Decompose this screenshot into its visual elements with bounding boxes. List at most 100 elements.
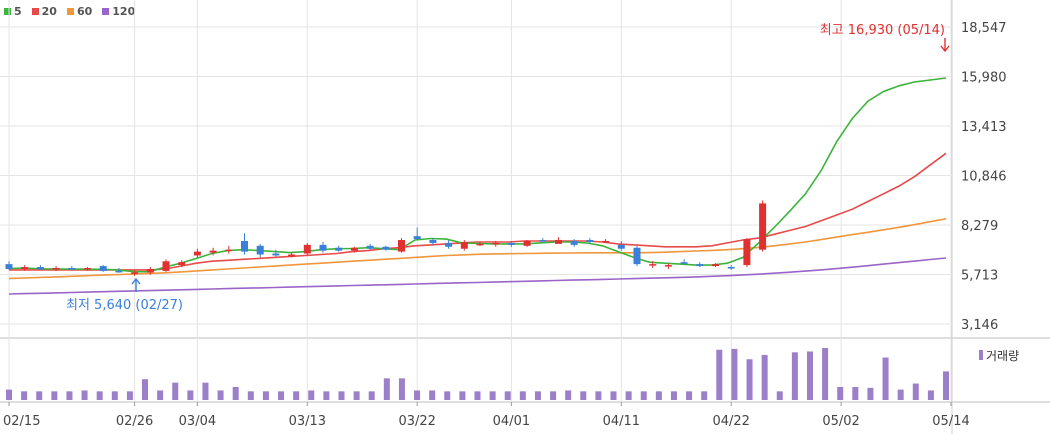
x-tick-label: 04/22: [712, 414, 749, 429]
volume-bar: [36, 391, 43, 400]
x-tick-label: 05/14: [932, 414, 969, 429]
candle-body: [649, 264, 657, 266]
y-tick-label: 5,713: [961, 268, 998, 283]
candle-body: [256, 245, 264, 255]
candle-body: [633, 247, 641, 265]
legend-item-ma60[interactable]: 60: [66, 3, 93, 19]
volume-bar: [308, 390, 315, 400]
x-tick-label: 02/26: [116, 414, 153, 429]
candle-body: [241, 240, 248, 252]
volume-bar: [686, 391, 693, 400]
legend-item-ma5[interactable]: 5: [4, 3, 22, 19]
candle-body: [492, 242, 500, 245]
volume-bar: [262, 391, 269, 400]
candle-body: [743, 239, 751, 266]
legend-swatch-ma20: [31, 7, 39, 15]
volume-bar: [565, 390, 572, 400]
low-annotation: 최저 5,640 (02/27): [66, 298, 183, 313]
volume-bar: [353, 391, 360, 400]
ma20-line: [9, 152, 947, 271]
volume-bar: [716, 349, 723, 400]
x-tick-label: 05/02: [822, 414, 859, 429]
candle-body: [36, 267, 44, 270]
legend-swatch-ma60: [66, 7, 74, 15]
y-tick-label: 15,980: [961, 71, 1007, 86]
candle-body: [696, 264, 704, 267]
volume-bar: [731, 348, 738, 400]
candle-body: [288, 254, 296, 257]
volume-bar: [338, 391, 345, 400]
high-annotation: 최고 16,930 (05/14): [820, 23, 945, 38]
candle-body: [5, 264, 13, 269]
legend-label-ma5: 5: [14, 4, 22, 18]
candle-body: [21, 267, 29, 269]
volume-bar: [852, 387, 859, 400]
legend-item-ma120[interactable]: 120: [102, 3, 135, 19]
x-tick-label: 03/13: [289, 414, 326, 429]
volume-bar: [595, 391, 602, 400]
legend-item-ma20[interactable]: 20: [31, 3, 57, 19]
volume-bar: [655, 391, 662, 400]
candle-body: [303, 244, 311, 254]
candle-body: [193, 251, 201, 256]
candle-body: [664, 265, 672, 267]
candle-body: [335, 247, 343, 251]
candle-body: [617, 244, 625, 249]
candle-body: [350, 247, 358, 251]
legend-swatch-ma5: [4, 7, 11, 15]
candle-body: [146, 268, 154, 273]
volume-bar: [806, 351, 813, 400]
volume-bar: [187, 390, 194, 400]
legend-label-ma120: 120: [112, 4, 136, 18]
candle-body: [178, 262, 186, 266]
volume-bar: [701, 391, 708, 400]
volume-bar: [142, 379, 149, 400]
volume-bar: [670, 391, 677, 400]
volume-bar: [534, 391, 541, 400]
volume-bar: [429, 390, 436, 400]
high-arrow: [940, 38, 950, 53]
volume-bar: [927, 390, 934, 400]
candle-body: [413, 236, 421, 240]
volume-bar: [550, 391, 557, 400]
candle-body: [523, 240, 531, 246]
legend-swatch-ma120: [102, 7, 110, 15]
volume-bar: [111, 391, 118, 400]
candle-body: [680, 262, 688, 264]
candle-body: [382, 246, 390, 250]
volume-bar: [822, 348, 829, 400]
volume-bar: [867, 387, 874, 400]
x-tick-label: 04/11: [603, 414, 640, 429]
candle-body: [115, 270, 123, 273]
volume-bar: [640, 391, 647, 400]
volume-bar: [368, 391, 375, 400]
candle-body: [507, 242, 515, 245]
legend-label-ma20: 20: [41, 4, 57, 18]
candle-body: [476, 243, 484, 246]
volume-bar: [96, 391, 103, 400]
candle-body: [727, 267, 735, 269]
volume-bar: [202, 382, 209, 400]
volume-bar: [6, 389, 12, 400]
candle-body: [398, 240, 405, 252]
candle-body: [539, 240, 547, 242]
candle-body: [272, 253, 280, 256]
volume-bar: [232, 387, 239, 400]
volume-bar: [776, 391, 783, 400]
volume-bars: [6, 348, 949, 400]
legend-label-ma60: 60: [76, 4, 93, 18]
volume-bar: [172, 382, 179, 400]
y-tick-label: 10,846: [961, 170, 1007, 185]
candles: [5, 200, 767, 276]
volume-bar: [66, 391, 73, 400]
candle-body: [52, 267, 60, 270]
volume-bar: [504, 391, 511, 400]
volume-bar: [897, 389, 904, 400]
candle-body: [445, 242, 453, 247]
candle-body: [429, 240, 437, 243]
candle-body: [131, 272, 139, 274]
chart-legend: 5 20 60 120: [4, 3, 135, 19]
candle-body: [225, 249, 233, 252]
candle-body: [68, 267, 76, 270]
